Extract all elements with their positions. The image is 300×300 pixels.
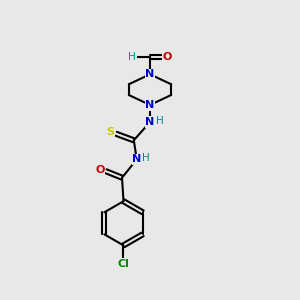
Text: H: H: [155, 116, 163, 126]
Text: N: N: [146, 117, 154, 127]
Text: N: N: [132, 154, 141, 164]
Text: H: H: [142, 153, 150, 163]
Text: O: O: [163, 52, 172, 62]
Text: N: N: [146, 69, 154, 79]
Text: O: O: [95, 165, 105, 175]
Text: S: S: [106, 127, 114, 137]
Text: Cl: Cl: [118, 259, 129, 269]
Text: H: H: [128, 52, 136, 62]
Text: N: N: [146, 100, 154, 110]
